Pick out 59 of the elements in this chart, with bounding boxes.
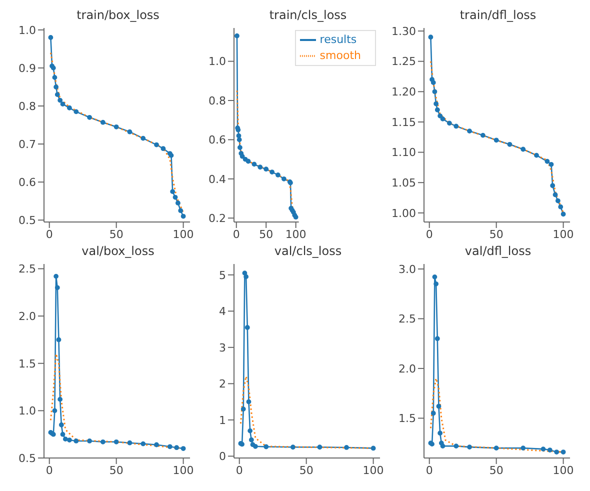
y-tick-label: 2.5 xyxy=(18,262,36,276)
x-tick-label: 50 xyxy=(489,464,504,477)
y-tick-label: 2.5 xyxy=(398,312,416,326)
y-tick-label: 1.0 xyxy=(18,404,36,418)
y-tick-label: 1.20 xyxy=(392,86,416,99)
y-tick-label: 0.5 xyxy=(18,214,36,228)
y-tick-label: 1.0 xyxy=(18,24,36,37)
x-tick-label: 0 xyxy=(426,228,433,241)
x-tick-label: 100 xyxy=(172,228,194,241)
y-tick-label: 0.8 xyxy=(208,94,226,108)
y-tick-label: 2.0 xyxy=(18,310,36,323)
y-tick-label: 1 xyxy=(219,414,226,427)
y-tick-label: 2 xyxy=(219,378,226,391)
y-tick-label: 3.0 xyxy=(398,262,416,276)
x-tick-label: 100 xyxy=(362,464,384,477)
x-tick-label: 50 xyxy=(259,228,274,241)
chart-title: val/dfl_loss xyxy=(464,244,532,260)
x-tick-label: 50 xyxy=(109,464,124,477)
y-tick-label: 1.0 xyxy=(208,55,226,68)
y-tick-label: 0.6 xyxy=(18,176,36,189)
y-tick-label: 0.6 xyxy=(208,134,226,147)
chart-title: val/cls_loss xyxy=(273,244,343,260)
y-tick-label: 1.15 xyxy=(392,116,416,129)
x-tick-label: 0 xyxy=(46,464,53,477)
x-tick-label: 0 xyxy=(236,464,243,477)
y-tick-label: 1.25 xyxy=(392,55,416,68)
y-tick-label: 5 xyxy=(219,268,226,282)
y-tick-label: 0.2 xyxy=(208,212,226,225)
legend-label: smooth xyxy=(320,49,361,62)
chart-title: train/dfl_loss xyxy=(458,8,538,24)
chart-title: train/cls_loss xyxy=(268,8,348,24)
y-tick-label: 4 xyxy=(219,305,226,318)
y-tick-label: 1.10 xyxy=(392,146,416,160)
y-tick-label: 0.5 xyxy=(18,452,36,465)
x-tick-label: 100 xyxy=(172,464,194,477)
y-tick-label: 0.8 xyxy=(18,100,36,113)
x-tick-label: 50 xyxy=(109,228,124,241)
chart-title: val/box_loss xyxy=(80,244,156,260)
x-tick-label: 0 xyxy=(426,464,433,477)
x-tick-label: 0 xyxy=(232,228,240,241)
x-tick-label: 100 xyxy=(285,228,306,241)
y-tick-label: 1.05 xyxy=(392,176,416,190)
y-tick-label: 3 xyxy=(219,341,226,354)
y-tick-label: 0.7 xyxy=(18,138,36,151)
y-tick-label: 1.5 xyxy=(18,357,36,370)
x-tick-label: 100 xyxy=(552,228,574,241)
x-tick-label: 50 xyxy=(489,228,504,241)
y-tick-label: 0.9 xyxy=(18,62,36,75)
y-tick-label: 0.4 xyxy=(208,172,226,186)
chart-title: train/box_loss xyxy=(76,8,160,24)
y-tick-label: 0 xyxy=(219,450,226,464)
x-tick-label: 0 xyxy=(46,228,53,241)
y-tick-label: 2.0 xyxy=(398,362,416,376)
y-tick-label: 1.00 xyxy=(392,206,416,220)
y-tick-label: 1.30 xyxy=(392,24,416,38)
legend-label: results xyxy=(320,33,357,46)
x-tick-label: 100 xyxy=(552,464,574,477)
y-tick-label: 1.5 xyxy=(398,412,416,426)
x-tick-label: 50 xyxy=(299,464,314,477)
